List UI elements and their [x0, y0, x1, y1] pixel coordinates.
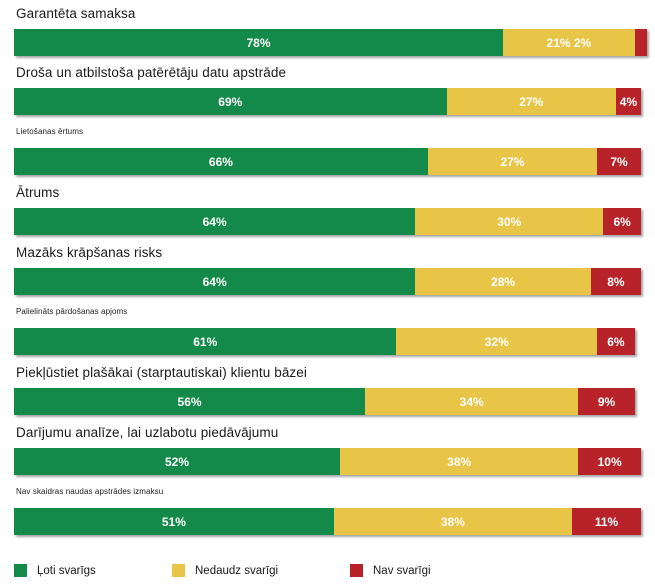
bar-segment: 64%	[14, 268, 416, 295]
bar-segment: 8%	[590, 268, 641, 295]
chart-row: Piekļūstiet plašākai (starptautiskai) kl…	[0, 365, 655, 419]
data-label: 8%	[607, 274, 625, 289]
category-label: Lietošanas ērtums	[16, 127, 84, 136]
legend-swatch	[350, 564, 363, 577]
bar-segment: 56%	[14, 388, 366, 415]
stacked-bar: 61% 32% 6%	[14, 328, 635, 355]
legend-label: Ļoti svarīgs	[37, 564, 96, 577]
category-label: Ātrums	[16, 185, 60, 200]
data-label: 52%	[165, 454, 190, 469]
stacked-bar: 64% 28% 8%	[14, 268, 641, 295]
data-label: 34%	[459, 394, 484, 409]
data-label: 28%	[491, 274, 516, 289]
data-label: 64%	[202, 214, 227, 229]
category-label: Droša un atbilstoša patērētāju datu apst…	[16, 65, 287, 80]
stacked-bar: 56% 34% 9%	[14, 388, 635, 415]
category-label: Piekļūstiet plašākai (starptautiskai) kl…	[16, 365, 307, 380]
data-label: 78%	[246, 35, 271, 50]
bar-segment	[634, 29, 648, 56]
stacked-bar: 51% 38% 11%	[14, 508, 641, 535]
bar-segment: 4%	[615, 88, 641, 115]
bar-segment: 34%	[365, 388, 579, 415]
bar-segment: 69%	[14, 88, 447, 115]
chart-row: Ātrums 64% 30% 6%	[0, 185, 655, 239]
data-label: 66%	[208, 154, 233, 169]
chart-row: Mazāks krāpšanas risks 64% 28% 8%	[0, 245, 655, 299]
category-label: Mazāks krāpšanas risks	[16, 245, 163, 260]
data-label: 7%	[610, 154, 628, 169]
legend-item: Ļoti svarīgs	[14, 564, 96, 577]
bar-segment: 27%	[446, 88, 616, 115]
data-label: 61%	[193, 334, 218, 349]
category-label: Garantēta samaksa	[16, 6, 136, 21]
stacked-bar: 64% 30% 6%	[14, 208, 641, 235]
data-label: 38%	[440, 514, 465, 529]
chart-row: Droša un atbilstoša patērētāju datu apst…	[0, 65, 655, 119]
chart-legend: Ļoti svarīgs Nedaudz svarīgi Nav svarīgi	[0, 560, 655, 588]
data-label: 32%	[484, 334, 509, 349]
data-label: 51%	[161, 514, 186, 529]
data-label: 11%	[594, 514, 619, 529]
chart-row: Lietošanas ērtums 66% 27% 7%	[0, 127, 655, 179]
chart-row: Garantēta samaksa 78% 21% 2%	[0, 6, 655, 60]
data-label: 38%	[447, 454, 472, 469]
bar-segment: 52%	[14, 448, 341, 475]
stacked-bar: 52% 38% 10%	[14, 448, 641, 475]
data-label: 6%	[607, 334, 625, 349]
legend-item: Nedaudz svarīgi	[172, 564, 278, 577]
bar-segment: 9%	[578, 388, 635, 415]
chart-row: Nav skaidras naudas apstrādes izmaksu 51%…	[0, 487, 655, 539]
legend-swatch	[172, 564, 185, 577]
bar-segment: 66%	[14, 148, 428, 175]
bar-segment: 21% 2%	[503, 29, 635, 56]
data-label: 4%	[619, 94, 638, 109]
legend-label: Nedaudz svarīgi	[195, 564, 279, 577]
bar-segment: 30%	[415, 208, 604, 235]
data-label: 27%	[500, 154, 525, 169]
chart-row: Palielināts pārdošanas apjoms 61% 32% 6%	[0, 307, 655, 359]
bar-segment: 38%	[333, 508, 573, 535]
chart-row: Darījumu analīze, lai uzlabotu piedāvāju…	[0, 425, 655, 479]
data-label: 30%	[497, 214, 522, 229]
bar-segment: 64%	[14, 208, 416, 235]
bar-segment: 32%	[396, 328, 598, 355]
data-label: 27%	[519, 94, 544, 109]
legend-item: Nav svarīgi	[350, 564, 431, 577]
category-label: Nav skaidras naudas apstrādes izmaksu	[16, 487, 164, 496]
bar-segment: 11%	[572, 508, 641, 535]
data-label: 21% 2%	[546, 35, 592, 50]
stacked-bar: 69% 27% 4%	[14, 88, 641, 115]
bar-segment: 61%	[14, 328, 397, 355]
stacked-bar: 78% 21% 2%	[14, 29, 648, 56]
bar-segment: 10%	[578, 448, 641, 475]
bar-segment: 28%	[415, 268, 591, 295]
bar-segment: 6%	[603, 208, 641, 235]
bar-segment: 38%	[340, 448, 579, 475]
bar-segment: 78%	[14, 29, 504, 56]
category-label: Palielināts pārdošanas apjoms	[16, 307, 128, 316]
bar-segment: 6%	[597, 328, 635, 355]
legend-swatch	[14, 564, 27, 577]
data-label: 9%	[597, 394, 616, 409]
data-label: 56%	[177, 394, 202, 409]
bar-segment: 7%	[597, 148, 641, 175]
legend-label: Nav svarīgi	[373, 564, 431, 577]
stacked-bar: 66% 27% 7%	[14, 148, 641, 175]
bar-segment: 51%	[14, 508, 334, 535]
category-label: Darījumu analīze, lai uzlabotu piedāvāju…	[16, 425, 279, 440]
data-label: 10%	[597, 454, 622, 469]
data-label: 6%	[613, 214, 631, 229]
data-label: 69%	[218, 94, 243, 109]
bar-segment: 27%	[427, 148, 598, 175]
data-label: 64%	[202, 274, 227, 289]
